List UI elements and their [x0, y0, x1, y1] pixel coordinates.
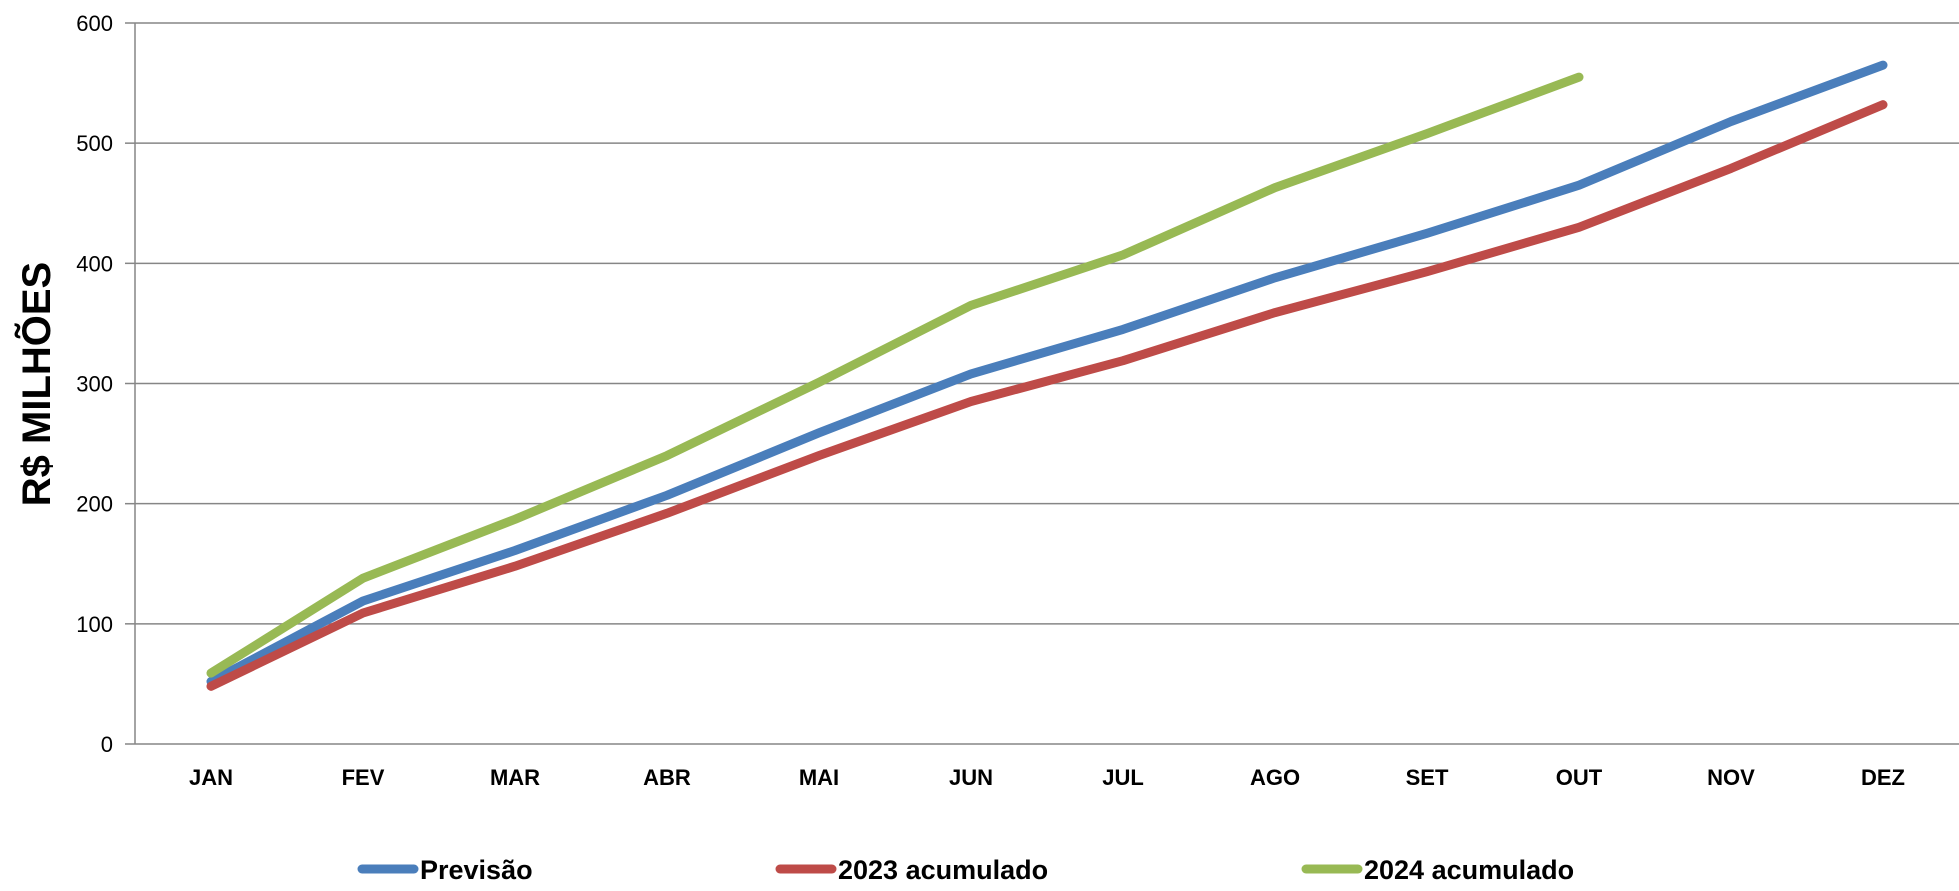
legend: Previsão 2023 acumulado 2024 acumulado	[357, 855, 1574, 885]
x-category-label: JUL	[1102, 765, 1144, 790]
series-lines	[206, 60, 1888, 691]
x-category-label: SET	[1406, 765, 1449, 790]
y-tick-label: 300	[76, 372, 113, 397]
x-category-label: AGO	[1250, 765, 1300, 790]
x-category-label: ABR	[643, 765, 691, 790]
series-line	[206, 100, 1888, 691]
y-tick-labels: 0 100 200 300 400 500 600	[76, 11, 113, 757]
y-tick-label: 0	[101, 732, 113, 757]
x-category-label: MAI	[799, 765, 839, 790]
y-tick-label: 200	[76, 492, 113, 517]
x-category-label: MAR	[490, 765, 540, 790]
x-category-label: JAN	[189, 765, 233, 790]
x-category-label: NOV	[1707, 765, 1755, 790]
series-line	[206, 72, 1584, 678]
x-category-label: JUN	[949, 765, 993, 790]
y-tick-label: 400	[76, 251, 113, 276]
x-category-label: OUT	[1556, 765, 1603, 790]
y-tick-label: 600	[76, 11, 113, 36]
x-category-labels: JAN FEV MAR ABR MAI JUN JUL AGO SET OUT NOV DEZ	[189, 765, 1905, 790]
y-tick-label: 500	[76, 131, 113, 156]
legend-label: 2023 acumulado	[838, 855, 1048, 885]
y-tick-label: 100	[76, 612, 113, 637]
legend-label: Previsão	[420, 855, 533, 885]
series-line	[206, 60, 1888, 686]
x-category-label: FEV	[342, 765, 385, 790]
axes	[134, 23, 1959, 745]
y-axis-label: R$ MILHÕES	[13, 262, 59, 506]
x-category-label: DEZ	[1861, 765, 1905, 790]
legend-label: 2024 acumulado	[1364, 855, 1574, 885]
